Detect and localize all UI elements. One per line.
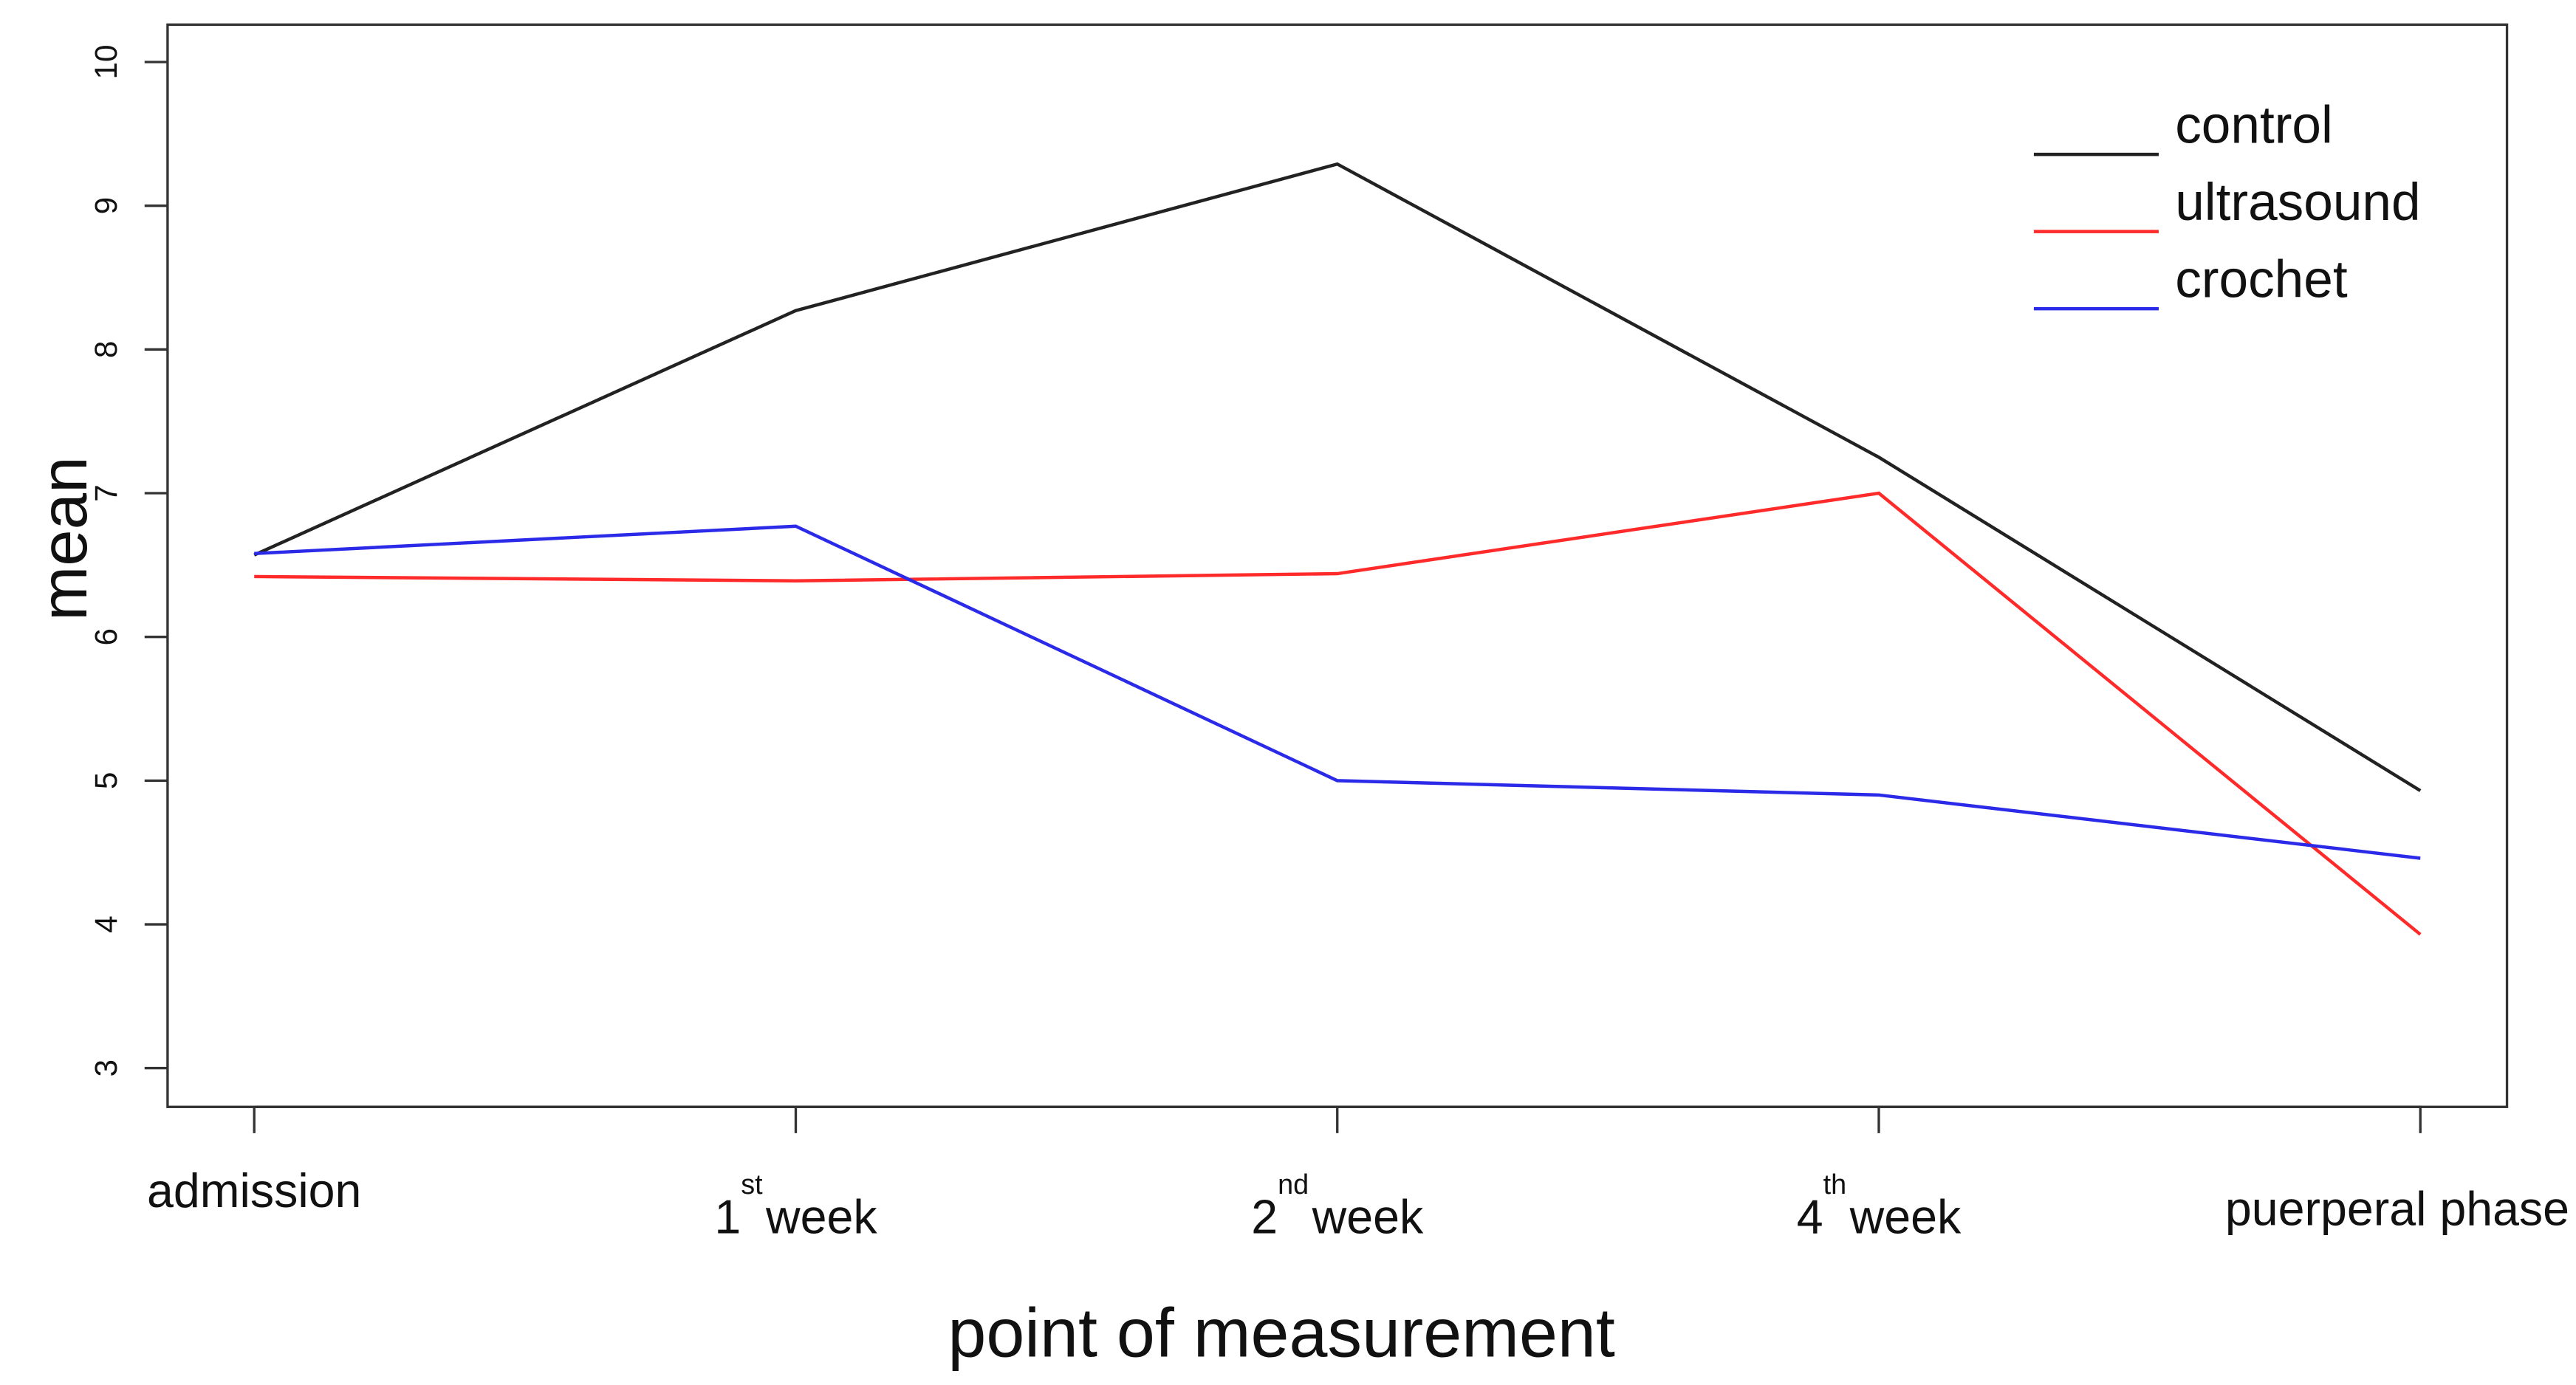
legend-label: ultrasound	[2175, 173, 2420, 232]
plot-frame	[166, 23, 2509, 1108]
x-tick-label-part: week	[1312, 1191, 1424, 1244]
x-tick-label-sup: th	[1823, 1169, 1847, 1200]
series-line	[253, 162, 2422, 792]
series-line	[254, 524, 2421, 860]
y-tick-label: 9	[89, 197, 123, 215]
y-tick-label: 5	[89, 772, 123, 789]
x-tick-label-part: week	[765, 1191, 877, 1244]
y-tick-label: 6	[89, 628, 123, 646]
y-tick-label: 8	[89, 341, 123, 359]
x-axis-title: point of measurement	[948, 1293, 1614, 1371]
x-tick-label-sup: st	[741, 1169, 763, 1200]
legend-label: crochet	[2175, 251, 2348, 309]
x-tick-label-part: 4	[1797, 1191, 1823, 1244]
x-tick-label: admission	[147, 1164, 361, 1217]
x-tick-label: 4thweek	[1797, 1169, 1962, 1243]
x-tick-label-part: 1	[714, 1191, 741, 1244]
x-tick-label-part: 2	[1251, 1191, 1278, 1244]
x-tick-label: puerperal phase	[2225, 1182, 2569, 1235]
series-line	[254, 491, 2422, 936]
y-tick-label: 4	[89, 915, 123, 933]
x-tick-label: 1stweek	[714, 1169, 877, 1243]
y-tick-label: 3	[89, 1059, 123, 1077]
legend-label: control	[2175, 97, 2333, 155]
x-tick-label-part: week	[1849, 1191, 1962, 1244]
y-tick-label: 10	[89, 44, 123, 79]
y-tick-label: 7	[89, 484, 123, 501]
y-axis-title: mean	[27, 456, 100, 621]
x-tick-label-sup: nd	[1278, 1169, 1309, 1200]
x-tick-label: 2ndweek	[1251, 1169, 1424, 1243]
